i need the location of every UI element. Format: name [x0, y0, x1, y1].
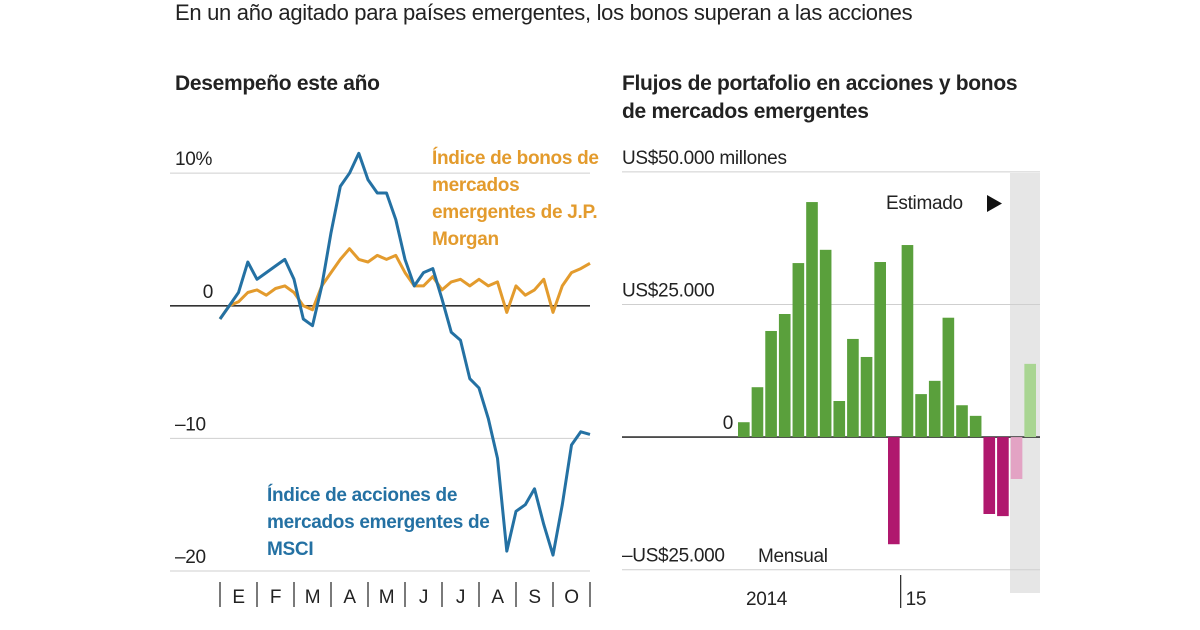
- y-tick-label: 10%: [175, 149, 213, 170]
- series-label: Índice de acciones de mercados emergente…: [267, 485, 490, 560]
- x-tick-label: A: [491, 587, 504, 608]
- y-tick-label: –10: [175, 414, 206, 435]
- series-line: [218, 151, 591, 557]
- bar: [1024, 363, 1036, 438]
- bar: [806, 202, 818, 438]
- bar: [778, 314, 791, 438]
- bar: [738, 422, 750, 438]
- y-tick-label: 0: [203, 282, 213, 303]
- x-tick-label: M: [305, 587, 321, 608]
- bar: [833, 401, 846, 438]
- y-tick-label: US$25.000: [622, 280, 714, 301]
- bar: [997, 437, 1009, 517]
- x-tick-label: 2014: [746, 589, 788, 610]
- x-tick-label: E: [232, 587, 244, 608]
- y-tick-label: US$50.000 millones: [622, 148, 787, 169]
- page-title: En un año agitado para países emergentes…: [175, 0, 913, 25]
- bar: [928, 380, 941, 438]
- x-tick-label: M: [379, 587, 395, 608]
- x-tick-label: J: [419, 587, 428, 608]
- bar: [969, 415, 982, 438]
- bar: [901, 245, 914, 438]
- bar: [1010, 437, 1023, 479]
- y-tick-label: 0: [723, 413, 733, 434]
- estimate-arrow: [987, 195, 1002, 212]
- bar: [942, 317, 955, 438]
- bar: [847, 338, 859, 438]
- bar: [792, 263, 805, 438]
- y-tick-label: –US$25.000: [622, 546, 725, 567]
- bar: [983, 437, 996, 514]
- annotation: Estimado: [886, 193, 963, 214]
- annotation: Mensual: [758, 546, 828, 567]
- bar: [819, 249, 832, 438]
- bar: [860, 356, 873, 438]
- x-tick-label: F: [270, 587, 281, 608]
- bar: [915, 394, 927, 438]
- x-tick-label: J: [456, 587, 465, 608]
- x-tick-label: 15: [906, 589, 927, 610]
- x-tick-label: A: [343, 587, 356, 608]
- y-tick-label: –20: [175, 547, 206, 568]
- chart-title: Desempeño este año: [175, 72, 380, 95]
- bar: [956, 405, 968, 438]
- series-label: Índice de bonos de mercados emergentes d…: [432, 148, 599, 250]
- chart-title: Flujos de portafolio en acciones y bonos…: [622, 72, 1018, 123]
- bar: [874, 262, 886, 438]
- series-line: [218, 247, 591, 320]
- x-tick-label: S: [528, 587, 540, 608]
- bar: [751, 387, 764, 438]
- bar: [888, 437, 900, 545]
- bar: [765, 330, 777, 438]
- x-tick-label: O: [564, 587, 578, 608]
